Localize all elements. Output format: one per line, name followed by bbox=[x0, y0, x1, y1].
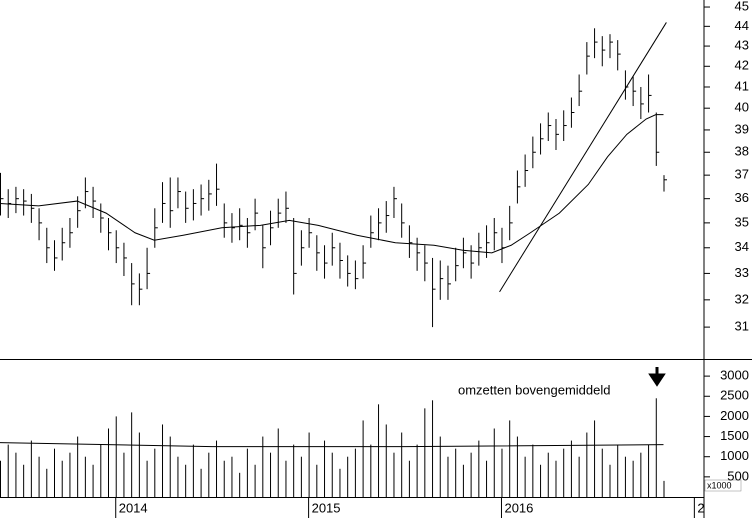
y-tick-label: 37 bbox=[735, 167, 749, 182]
x-tick-label: 2015 bbox=[312, 500, 341, 515]
volume-tick-label: 1000 bbox=[720, 448, 749, 463]
unit-label: x1000 bbox=[707, 480, 732, 490]
volume-tick-label: 500 bbox=[727, 468, 749, 483]
y-tick-label: 38 bbox=[735, 144, 749, 159]
y-tick-label: 42 bbox=[735, 58, 749, 73]
volume-average bbox=[0, 442, 664, 448]
y-tick-label: 39 bbox=[735, 121, 749, 136]
volume-tick-label: 2500 bbox=[720, 388, 749, 403]
volume-tick-label: 2000 bbox=[720, 408, 749, 423]
price-line bbox=[0, 114, 664, 254]
volume-tick-label: 3000 bbox=[720, 368, 749, 383]
y-tick-label: 32 bbox=[735, 291, 749, 306]
y-tick-label: 44 bbox=[735, 18, 749, 33]
y-tick-label: 43 bbox=[735, 38, 749, 53]
plot-area: 2014201520162017 bbox=[0, 22, 726, 518]
arrow-icon bbox=[648, 367, 666, 387]
y-tick-label: 36 bbox=[735, 190, 749, 205]
unit-box bbox=[704, 479, 742, 492]
y-tick-label: 31 bbox=[735, 319, 749, 334]
volume-tick-label: 1500 bbox=[720, 428, 749, 443]
y-tick-label: 40 bbox=[735, 100, 749, 115]
y-tick-label: 45 bbox=[735, 0, 749, 13]
price-line bbox=[499, 22, 667, 293]
annotation: omzetten bovengemiddeld bbox=[458, 382, 611, 397]
y-tick-label: 34 bbox=[735, 239, 749, 254]
y-tick-label: 33 bbox=[735, 265, 749, 280]
x-tick-label: 2016 bbox=[504, 500, 533, 515]
x-tick-label: 2014 bbox=[119, 500, 148, 515]
y-tick-label: 35 bbox=[735, 214, 749, 229]
y-tick-label: 41 bbox=[735, 78, 749, 93]
axes: 31 32 33 34 35 36 37 38 39 40 41 42 43 44 45 500 1000 150… bbox=[704, 0, 749, 483]
axis-panel bbox=[704, 0, 752, 518]
